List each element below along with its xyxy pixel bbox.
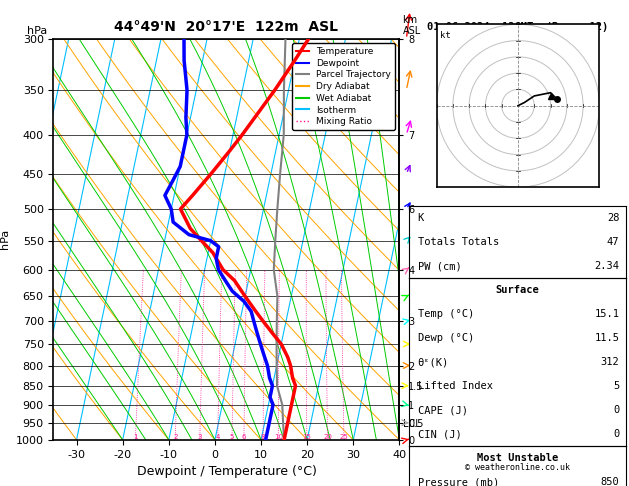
Text: Totals Totals: Totals Totals bbox=[418, 237, 499, 247]
Text: hPa: hPa bbox=[27, 26, 47, 36]
Text: 3: 3 bbox=[198, 434, 202, 440]
Text: 0: 0 bbox=[613, 405, 620, 415]
Text: 2.34: 2.34 bbox=[594, 261, 620, 271]
Text: LCL: LCL bbox=[403, 419, 421, 429]
Text: 20: 20 bbox=[323, 434, 332, 440]
Text: θᵋ(K): θᵋ(K) bbox=[418, 357, 448, 367]
Text: 5: 5 bbox=[613, 381, 620, 391]
Text: 8: 8 bbox=[261, 434, 265, 440]
Text: 15.1: 15.1 bbox=[594, 309, 620, 319]
Text: 5: 5 bbox=[230, 434, 234, 440]
Legend: Temperature, Dewpoint, Parcel Trajectory, Dry Adiabat, Wet Adiabat, Isotherm, Mi: Temperature, Dewpoint, Parcel Trajectory… bbox=[292, 43, 395, 130]
Text: PW (cm): PW (cm) bbox=[418, 261, 461, 271]
Text: 15: 15 bbox=[303, 434, 311, 440]
Text: kt: kt bbox=[440, 31, 450, 40]
Y-axis label: hPa: hPa bbox=[0, 229, 10, 249]
Text: 2: 2 bbox=[173, 434, 177, 440]
Text: CIN (J): CIN (J) bbox=[418, 429, 461, 439]
Text: 0: 0 bbox=[613, 429, 620, 439]
Text: © weatheronline.co.uk: © weatheronline.co.uk bbox=[465, 463, 570, 471]
Text: CAPE (J): CAPE (J) bbox=[418, 405, 467, 415]
Text: 25: 25 bbox=[340, 434, 348, 440]
Text: K: K bbox=[418, 213, 424, 223]
Text: 11.5: 11.5 bbox=[594, 333, 620, 343]
Text: 850: 850 bbox=[601, 477, 620, 486]
Text: 28: 28 bbox=[607, 213, 620, 223]
Text: Surface: Surface bbox=[496, 285, 539, 295]
X-axis label: Dewpoint / Temperature (°C): Dewpoint / Temperature (°C) bbox=[136, 465, 316, 478]
Text: 47: 47 bbox=[607, 237, 620, 247]
Text: 1: 1 bbox=[133, 434, 138, 440]
Text: Lifted Index: Lifted Index bbox=[418, 381, 493, 391]
Text: km
ASL: km ASL bbox=[403, 15, 421, 36]
Text: 4: 4 bbox=[216, 434, 220, 440]
Text: Most Unstable: Most Unstable bbox=[477, 453, 558, 463]
Text: Pressure (mb): Pressure (mb) bbox=[418, 477, 499, 486]
Text: Temp (°C): Temp (°C) bbox=[418, 309, 474, 319]
Text: 01.06.2024  12GMT  (Base: 12): 01.06.2024 12GMT (Base: 12) bbox=[426, 21, 608, 32]
Text: 10: 10 bbox=[274, 434, 283, 440]
Text: 6: 6 bbox=[242, 434, 246, 440]
Text: 312: 312 bbox=[601, 357, 620, 367]
Text: Dewp (°C): Dewp (°C) bbox=[418, 333, 474, 343]
Text: 44°49'N  20°17'E  122m  ASL: 44°49'N 20°17'E 122m ASL bbox=[114, 20, 338, 34]
